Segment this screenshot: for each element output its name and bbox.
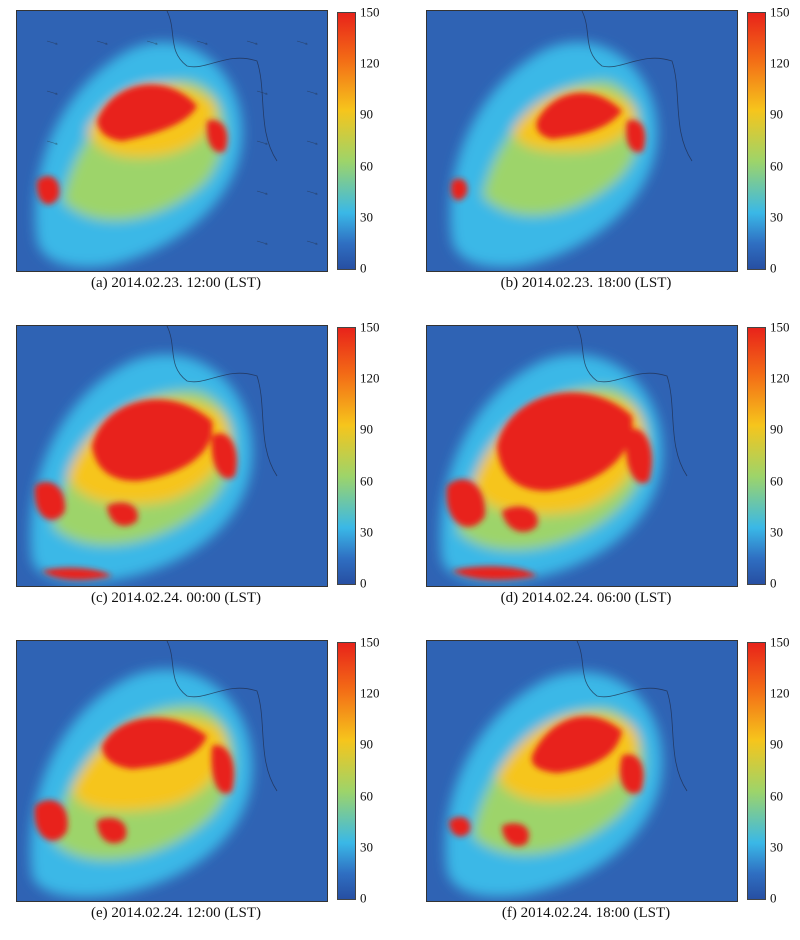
colorbar-ticks: 150 120 90 60 30 0 (770, 636, 800, 905)
colorbar-tick: 90 (360, 736, 373, 752)
colorbar-tick: 0 (770, 260, 777, 276)
pollution-map (16, 10, 328, 272)
pollution-map (16, 640, 328, 902)
colorbar-tick: 120 (770, 685, 790, 701)
pollution-map (426, 10, 738, 272)
colorbar (337, 327, 356, 585)
colorbar-tick: 150 (360, 4, 380, 20)
colorbar-tick: 150 (770, 634, 790, 650)
colorbar-tick: 90 (770, 736, 783, 752)
panel-b: 150 120 90 60 30 0 (b) 2014.02.23. 18:00… (410, 0, 800, 300)
colorbar-tick: 90 (360, 106, 373, 122)
colorbar-tick: 150 (360, 319, 380, 335)
colorbar-tick: 0 (770, 890, 777, 906)
panel-caption: (d) 2014.02.24. 06:00 (LST) (500, 590, 672, 606)
colorbar (337, 12, 356, 270)
panel-e: 150 120 90 60 30 0 (e) 2014.02.24. 12:00… (0, 630, 390, 930)
colorbar (747, 642, 766, 900)
colorbar-tick: 30 (770, 839, 783, 855)
panel-caption: (a) 2014.02.23. 12:00 (LST) (91, 275, 261, 291)
colorbar-tick: 120 (770, 55, 790, 71)
panel-c: 150 120 90 60 30 0 (c) 2014.02.24. 00:00… (0, 315, 390, 615)
colorbar-tick: 0 (770, 575, 777, 591)
panel-d: 150 120 90 60 30 0 (d) 2014.02.24. 06:00… (410, 315, 800, 615)
colorbar-tick: 30 (770, 209, 783, 225)
colorbar (747, 12, 766, 270)
panel-caption: (b) 2014.02.23. 18:00 (LST) (500, 275, 672, 291)
colorbar-tick: 150 (360, 634, 380, 650)
colorbar-tick: 0 (360, 575, 367, 591)
colorbar (747, 327, 766, 585)
panel-caption: (f) 2014.02.24. 18:00 (LST) (501, 905, 671, 921)
colorbar-ticks: 150 120 90 60 30 0 (770, 6, 800, 275)
colorbar-tick: 0 (360, 890, 367, 906)
panel-caption: (c) 2014.02.24. 00:00 (LST) (91, 590, 261, 606)
colorbar-tick: 120 (360, 370, 380, 386)
colorbar-tick: 30 (360, 209, 373, 225)
colorbar-tick: 60 (360, 473, 373, 489)
colorbar-tick: 90 (770, 421, 783, 437)
colorbar-tick: 150 (770, 319, 790, 335)
colorbar-tick: 90 (770, 106, 783, 122)
panel-caption: (e) 2014.02.24. 12:00 (LST) (91, 905, 261, 921)
colorbar-tick: 60 (360, 788, 373, 804)
pollution-map (426, 640, 738, 902)
colorbar-tick: 120 (360, 685, 380, 701)
colorbar-ticks: 150 120 90 60 30 0 (360, 6, 390, 275)
colorbar-ticks: 150 120 90 60 30 0 (360, 636, 390, 905)
colorbar-ticks: 150 120 90 60 30 0 (770, 321, 800, 590)
pollution-map (16, 325, 328, 587)
colorbar-ticks: 150 120 90 60 30 0 (360, 321, 390, 590)
colorbar-tick: 60 (770, 158, 783, 174)
colorbar-tick: 120 (770, 370, 790, 386)
colorbar-tick: 30 (770, 524, 783, 540)
panel-f: 150 120 90 60 30 0 (f) 2014.02.24. 18:00… (410, 630, 800, 930)
colorbar-tick: 30 (360, 839, 373, 855)
colorbar-tick: 150 (770, 4, 790, 20)
colorbar-tick: 60 (770, 788, 783, 804)
colorbar (337, 642, 356, 900)
colorbar-tick: 0 (360, 260, 367, 276)
colorbar-tick: 90 (360, 421, 373, 437)
colorbar-tick: 30 (360, 524, 373, 540)
colorbar-tick: 120 (360, 55, 380, 71)
pollution-map (426, 325, 738, 587)
colorbar-tick: 60 (770, 473, 783, 489)
colorbar-tick: 60 (360, 158, 373, 174)
panel-a: 150 120 90 60 30 0 (a) 2014.02.23. 12:00… (0, 0, 390, 300)
